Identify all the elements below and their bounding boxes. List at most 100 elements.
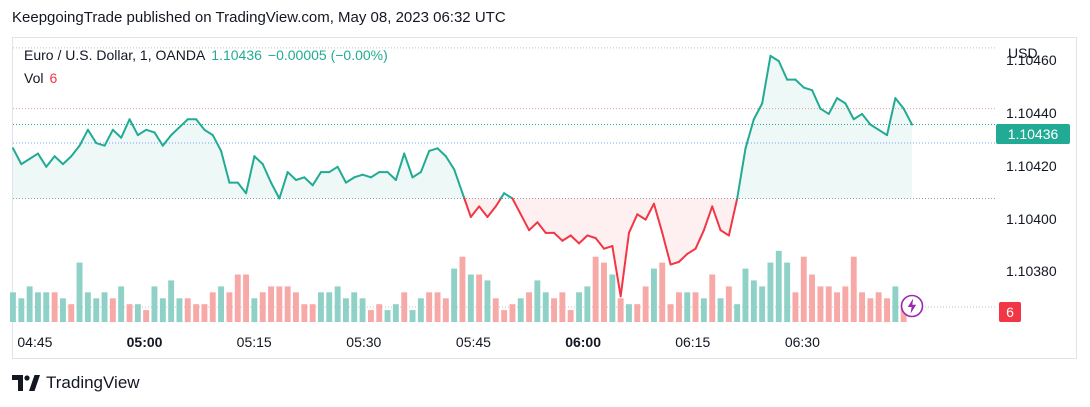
price-line-segment xyxy=(719,229,730,237)
volume-bar xyxy=(601,262,607,322)
price-change: −0.00005 (−0.00%) xyxy=(267,47,388,63)
symbol-legend[interactable]: Euro / U.S. Dollar, 1, OANDA 1.10436 −0.00… xyxy=(24,47,388,63)
price-line-segment xyxy=(852,112,864,121)
price-line-segment xyxy=(686,247,697,255)
volume-bar xyxy=(401,292,408,322)
volume-bar xyxy=(392,304,399,322)
price-line-segment xyxy=(45,155,56,168)
time-tick-label: 06:15 xyxy=(675,334,711,350)
volume-bar xyxy=(284,286,291,322)
price-line-segment xyxy=(203,128,214,137)
volume-badge: 6 xyxy=(999,302,1021,322)
price-line-segment xyxy=(794,78,805,89)
volume-bar xyxy=(775,250,782,323)
price-line-segment xyxy=(569,234,581,245)
volume-bar xyxy=(609,274,616,322)
volume-bar xyxy=(93,298,100,323)
price-line-segment xyxy=(220,149,231,184)
volume-bar xyxy=(567,310,574,322)
volume-bar xyxy=(218,286,224,322)
price-line-segment xyxy=(894,97,905,110)
volume-bar xyxy=(517,298,524,323)
price-line-segment xyxy=(236,181,248,195)
tradingview-logo[interactable]: TradingView xyxy=(12,373,140,393)
price-line-segment xyxy=(586,234,597,240)
volume-bar xyxy=(750,280,757,322)
volume-bar xyxy=(467,274,474,322)
price-line-segment xyxy=(677,252,689,263)
price-line-segment xyxy=(877,128,889,137)
price-line-segment xyxy=(727,197,739,237)
price-line-segment xyxy=(428,147,439,152)
time-tick-label: 05:00 xyxy=(126,334,163,350)
volume-bar xyxy=(35,292,41,322)
volume-bar xyxy=(684,292,691,322)
brand-name: TradingView xyxy=(46,373,140,392)
volume-bar xyxy=(193,304,200,322)
price-line-segment xyxy=(278,171,289,200)
price-line-segment xyxy=(736,147,747,200)
volume-bar xyxy=(60,298,66,323)
price-line-segment xyxy=(469,205,481,218)
area-fill-below-baseline xyxy=(13,198,912,297)
volume-bars xyxy=(10,250,907,323)
price-line-segment xyxy=(777,60,789,81)
volume-bar xyxy=(850,256,857,322)
volume-bar xyxy=(842,286,849,322)
price-line-segment xyxy=(802,86,814,92)
volume-bar xyxy=(326,292,333,322)
volume-bar xyxy=(301,304,308,322)
tradingview-logo-icon xyxy=(12,375,40,391)
price-line-segment xyxy=(594,237,606,250)
price-line-segment xyxy=(70,144,81,158)
volume-bar xyxy=(659,262,666,322)
price-line-segment xyxy=(303,176,314,187)
volume-bar xyxy=(584,286,591,322)
volume-bar xyxy=(434,292,441,322)
chart-frame xyxy=(12,37,1077,359)
price-line-segment xyxy=(761,54,772,105)
price-line-segment xyxy=(53,155,64,166)
volume-bar xyxy=(68,304,75,322)
price-line-segment xyxy=(394,152,406,181)
volume-bar xyxy=(309,304,316,322)
volume-bar xyxy=(817,286,824,322)
price-line-segment xyxy=(836,97,847,105)
last-price-badge: 1.10436 xyxy=(996,124,1070,144)
price-line-segment xyxy=(328,165,339,174)
price-tick-label: 1.10460 xyxy=(1006,52,1057,69)
price-line-segment xyxy=(436,147,447,158)
volume-bar xyxy=(334,286,341,322)
volume-bar xyxy=(492,298,499,323)
price-line-segment xyxy=(561,234,572,242)
volume-bar xyxy=(634,304,641,322)
volume-bar xyxy=(293,292,299,322)
volume-bar xyxy=(442,298,449,323)
price-line-segment xyxy=(170,126,181,137)
volume-bar xyxy=(742,268,749,322)
volume-bar xyxy=(734,304,741,322)
volume-bar xyxy=(76,262,83,322)
price-line-segment xyxy=(253,155,264,166)
lightning-icon[interactable] xyxy=(900,294,924,318)
time-tick-label: 05:15 xyxy=(236,334,272,350)
volume-bar xyxy=(626,304,632,322)
price-tick-label: 1.10420 xyxy=(1006,157,1057,174)
price-line-segment xyxy=(636,213,647,221)
volume-legend[interactable]: Vol 6 xyxy=(24,70,57,86)
last-price: 1.10436 xyxy=(211,47,262,63)
price-line-segment xyxy=(178,118,189,129)
price-line-segment xyxy=(261,163,273,184)
volume-bar xyxy=(875,292,882,322)
price-line-segment xyxy=(336,165,347,184)
price-line-segment xyxy=(311,171,322,187)
volume-value: 6 xyxy=(49,70,58,86)
volume-bar xyxy=(509,304,516,322)
price-line-segment xyxy=(161,134,173,147)
price-line-segment xyxy=(499,192,506,200)
volume-bar xyxy=(809,274,815,322)
volume-bar xyxy=(767,262,774,322)
volume-bar xyxy=(834,292,840,322)
volume-bar xyxy=(892,286,899,322)
